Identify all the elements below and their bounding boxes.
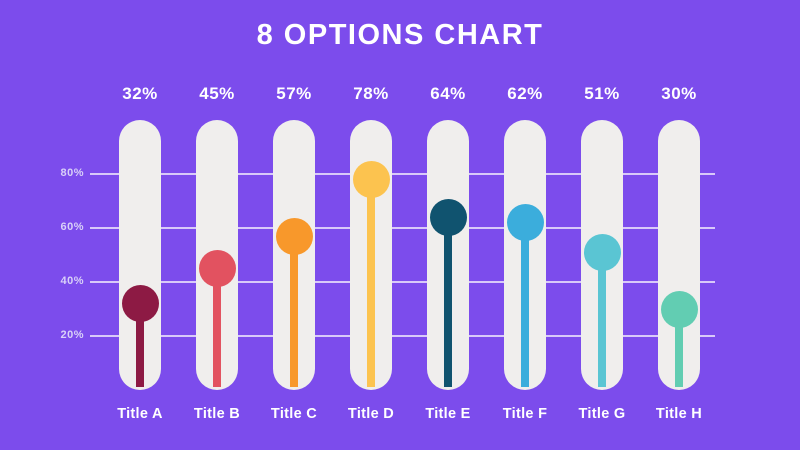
category-label: Title B — [193, 406, 241, 422]
lollipop-stick — [290, 236, 298, 387]
lollipop-stick — [213, 268, 221, 387]
value-label: 51% — [584, 84, 620, 103]
lollipop-ball — [660, 290, 698, 328]
lollipop-stick — [367, 179, 375, 387]
lollipop-ball — [583, 233, 621, 271]
category-label: Title A — [117, 406, 163, 422]
lollipop-stick — [521, 222, 529, 387]
lollipop-ball — [275, 217, 313, 255]
lollipop-stick — [598, 252, 606, 387]
category-label: Title F — [502, 406, 548, 422]
value-label: 32% — [122, 84, 158, 103]
gridline — [90, 335, 715, 337]
gridline — [90, 173, 715, 175]
lollipop-ball — [121, 285, 159, 323]
lollipop-ball — [506, 204, 544, 242]
y-axis-tick-label: 80% — [60, 167, 84, 179]
value-label: 64% — [430, 84, 466, 103]
y-axis-tick-label: 60% — [60, 221, 84, 233]
category-label: Title H — [655, 406, 703, 422]
lollipop-ball — [198, 250, 236, 287]
y-axis-tick-label: 40% — [60, 275, 84, 287]
category-label: Title D — [347, 406, 395, 422]
chart-title: 8 OPTIONS CHART — [256, 19, 544, 51]
value-label: 62% — [507, 84, 543, 103]
lollipop-stick — [136, 303, 144, 387]
lollipop-stick — [444, 217, 452, 387]
lollipop-ball — [352, 160, 390, 198]
value-label: 45% — [199, 84, 235, 103]
lollipop-stick — [675, 309, 683, 387]
lollipop-ball — [429, 198, 467, 236]
gridline — [90, 281, 715, 283]
category-label: Title E — [425, 406, 471, 422]
category-label: Title C — [270, 406, 318, 422]
value-label: 57% — [276, 84, 312, 103]
value-label: 78% — [353, 84, 389, 103]
y-axis-tick-label: 20% — [60, 329, 84, 341]
category-label: Title G — [578, 406, 626, 422]
value-label: 30% — [661, 84, 697, 103]
gridline — [90, 227, 715, 229]
